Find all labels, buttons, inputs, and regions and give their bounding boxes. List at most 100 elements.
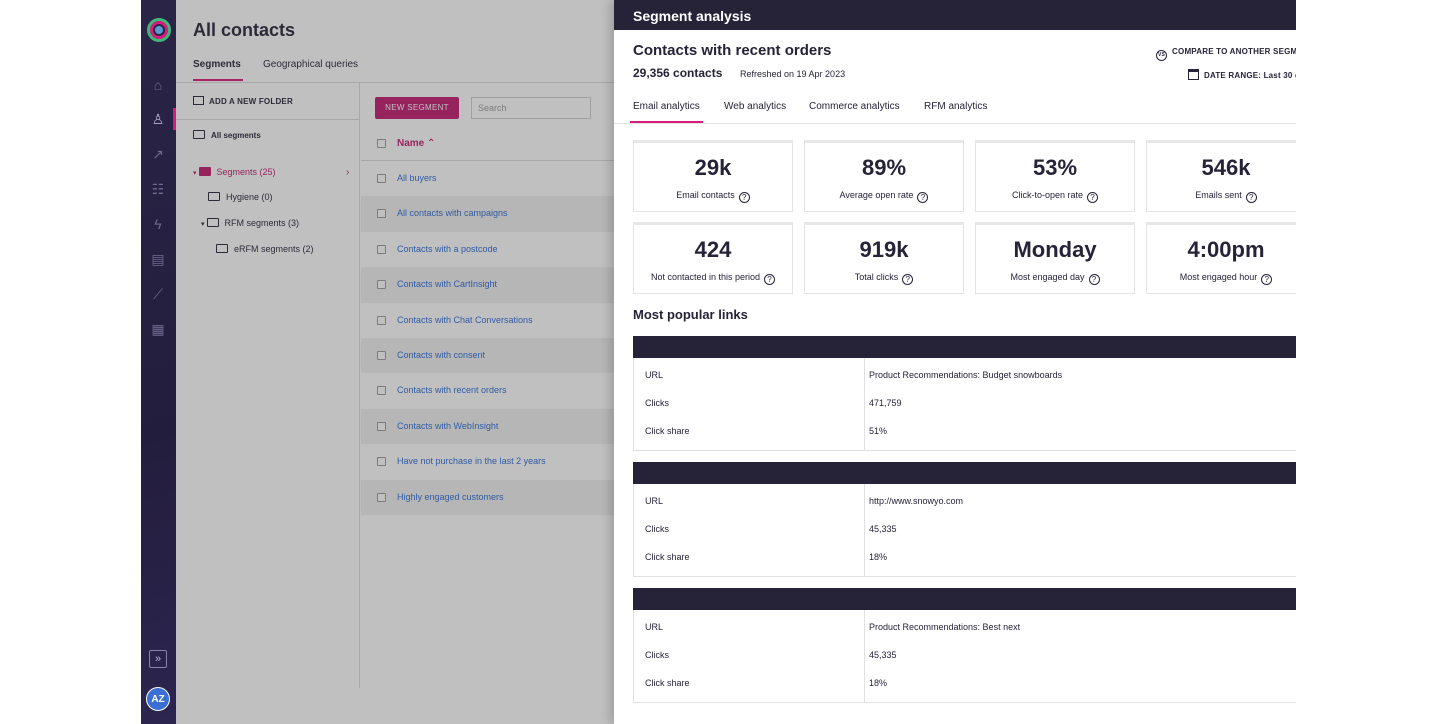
folder-icon [206,218,219,227]
help-circle-icon[interactable]: ? [738,192,750,203]
clicks-key: Clicks [645,650,669,660]
folder-rfm-segments[interactable]: ▾ RFM segments (3) [201,218,299,228]
date-range-button[interactable]: DATE RANGE: Last 30 days [1187,69,1296,80]
kpi-label: Not contacted in this period? [634,272,792,285]
tab-web-analytics[interactable]: Web analytics [724,101,787,112]
folders-icon [193,130,205,139]
help-circle-icon[interactable]: ? [917,192,929,203]
row-checkbox[interactable] [377,421,386,431]
table-row[interactable]: Contacts with a postcode [361,232,1296,267]
row-checkbox[interactable] [377,386,386,396]
link-card-header [633,336,1296,358]
all-segments-item[interactable]: All segments [193,130,261,140]
table-row[interactable]: All buyers [361,161,1296,196]
analytics-icon[interactable]: ⟋ [153,286,163,302]
content-icon[interactable]: ▤ [151,251,165,267]
row-checkbox[interactable] [377,457,386,467]
tab-email-analytics[interactable]: Email analytics [633,101,700,112]
help-circle-icon[interactable]: ? [902,274,914,285]
url-key: URL [645,370,664,380]
kpi-label-text: Average open rate [839,190,914,200]
row-checkbox[interactable] [377,244,386,254]
kpi-label-text: Email contacts [676,190,735,200]
contacts-icon[interactable]: ♙ [151,111,165,127]
segment-link[interactable]: Contacts with consent [397,350,486,360]
new-segment-button[interactable]: NEW SEGMENT [375,97,459,119]
share-value: 18% [869,678,888,688]
grid-list-icon[interactable]: ☷ [151,181,165,197]
row-checkbox[interactable] [377,492,386,502]
logo-icon[interactable] [147,18,171,42]
segment-link[interactable]: Contacts with Chat Conversations [397,314,533,325]
help-circle-icon[interactable]: ? [1261,274,1273,285]
help-circle-icon[interactable]: ? [1245,192,1257,203]
name-header-label: Name [397,138,425,149]
contact-count: 29,356 contacts [633,66,723,80]
main-content: All contacts Segments Geographical queri… [176,0,1296,724]
segment-link[interactable]: Contacts with recent orders [397,385,507,396]
all-segments-label: All segments [211,131,261,140]
row-checkbox[interactable] [377,280,386,290]
kpi-card: 919k Total clicks? [804,222,964,294]
kpi-card: 546k Emails sent? [1146,140,1296,212]
table-row[interactable]: Contacts with Chat Conversations [361,303,1296,338]
kpi-label-text: Not contacted in this period [650,272,761,282]
select-all-checkbox[interactable] [377,139,386,148]
sort-up-icon: ⌃ [427,138,436,149]
table-row[interactable]: Contacts with recent orders [361,373,1296,408]
compare-segment-button[interactable]: VS COMPARE TO ANOTHER SEGMENT [1156,47,1296,61]
row-checkbox[interactable] [377,174,386,183]
segment-link[interactable]: Contacts with a postcode [397,243,498,254]
search-input[interactable]: Search [471,97,591,119]
share-value: 51% [869,426,888,436]
kpi-value: 424 [694,237,732,262]
url-key: URL [645,622,664,632]
kpi-label: Most engaged hour? [1147,272,1296,285]
tab-rfm-analytics[interactable]: RFM analytics [924,101,988,112]
row-checkbox[interactable] [377,351,386,360]
tab-geographical-queries[interactable]: Geographical queries [263,59,359,70]
home-icon[interactable]: ⌂ [153,77,163,93]
link-card: URL http://www.snowyo.com Clicks 45,335 … [633,462,1296,577]
automation-icon[interactable]: ϟ [154,216,162,232]
name-column-header[interactable]: Name ⌃ [397,138,435,149]
modal-overlay[interactable] [176,0,614,724]
segment-link[interactable]: All buyers [397,173,437,183]
tab-commerce-analytics[interactable]: Commerce analytics [809,101,900,112]
campaigns-icon[interactable]: ↗ [152,146,164,162]
segment-link[interactable]: Contacts with CartInsight [397,279,498,290]
table-row[interactable]: Have not purchase in the last 2 years [361,444,1296,479]
page-title: All contacts [193,20,296,40]
kpi-label-text: Most engaged day [1010,272,1085,282]
expand-nav-icon[interactable]: » [149,650,167,668]
avatar[interactable]: AZ [146,687,170,711]
tab-segments[interactable]: Segments [193,59,241,70]
folder-filled-icon [198,167,211,176]
kpi-label-text: Most engaged hour [1179,272,1258,282]
segment-link[interactable]: Contacts with WebInsight [397,420,499,431]
kpi-card: 4:00pm Most engaged hour? [1146,222,1296,294]
folder-label: Segments (25) [216,167,276,177]
help-circle-icon[interactable]: ? [1087,192,1099,203]
add-folder-label: ADD A NEW FOLDER [209,97,293,106]
segment-link[interactable]: All contacts with campaigns [397,208,508,219]
help-circle-icon[interactable]: ? [764,274,776,285]
help-circle-icon[interactable]: ? [1088,274,1100,285]
compare-label: COMPARE TO ANOTHER SEGMENT [1172,47,1296,56]
share-value: 18% [869,552,888,562]
folder-hygiene[interactable]: Hygiene (0) [208,192,273,202]
calendar-icon [1187,69,1199,80]
row-checkbox[interactable] [377,315,386,325]
clicks-value: 45,335 [869,650,897,660]
segment-link[interactable]: Highly engaged customers [397,491,504,502]
folder-erfm-segments[interactable]: eRFM segments (2) [216,244,314,254]
folder-label: Hygiene (0) [226,192,273,202]
apps-icon[interactable]: ▦ [151,321,165,337]
add-folder-button[interactable]: ADD A NEW FOLDER [193,96,293,106]
folder-segments[interactable]: ▾ Segments (25) [193,167,276,177]
kpi-value: Monday [1013,237,1097,262]
folder-label: RFM segments (3) [224,218,300,228]
row-checkbox[interactable] [377,209,386,219]
segment-link[interactable]: Have not purchase in the last 2 years [397,456,546,467]
kpi-value: 546k [1201,155,1251,180]
